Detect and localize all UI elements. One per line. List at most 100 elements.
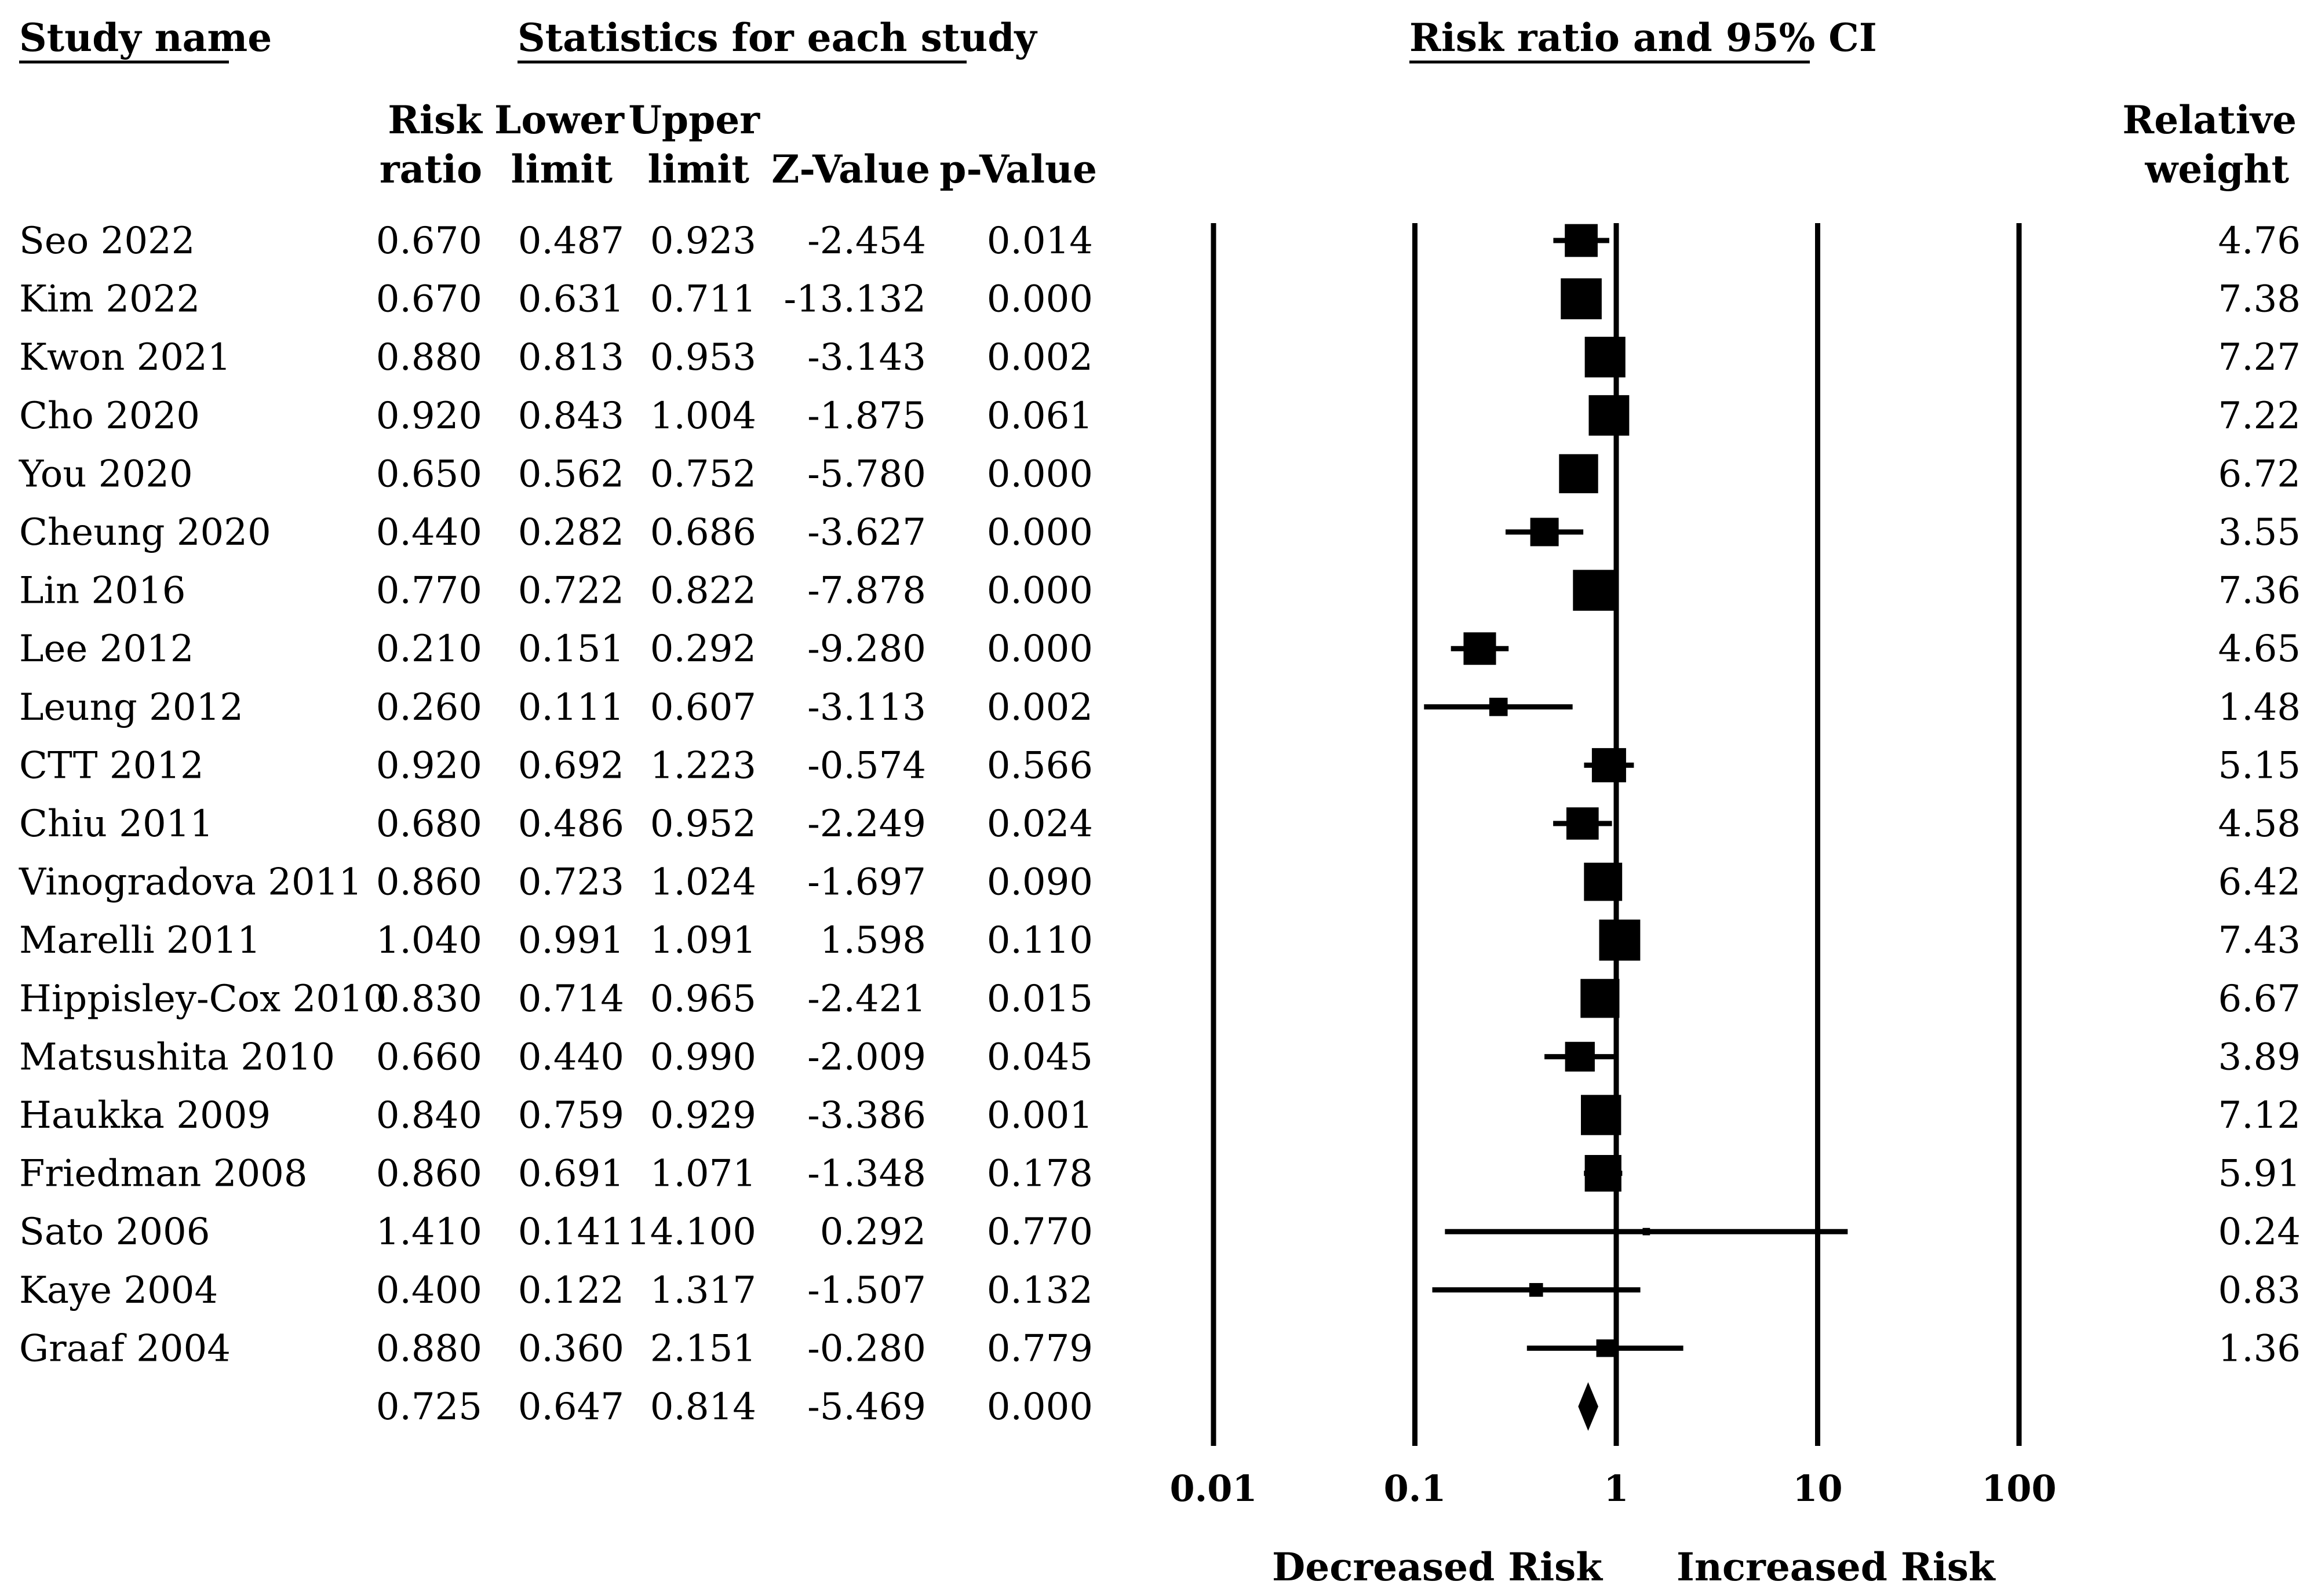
plot-marks [1424, 224, 1848, 1431]
relative-weight-value: 6.72 [2218, 453, 2301, 495]
point-estimate-box [1489, 697, 1508, 716]
z-value: -2.249 [807, 803, 926, 846]
z-value: -7.878 [807, 570, 926, 613]
study-name: Haukka 2009 [19, 1094, 271, 1137]
upper-limit-value: 0.292 [650, 628, 756, 671]
col-header-rr-line2: ratio [380, 147, 482, 192]
lower-limit-value: 0.691 [518, 1153, 624, 1196]
p-value: 0.000 [987, 453, 1093, 495]
p-value: 0.001 [987, 1094, 1093, 1137]
relative-weight-value: 7.36 [2218, 570, 2301, 613]
risk-ratio-value: 0.670 [376, 220, 482, 263]
z-value: -9.280 [807, 628, 926, 671]
study-name: Hippisley-Cox 2010 [19, 978, 387, 1021]
point-estimate-box [1559, 454, 1598, 494]
point-estimate-box [1565, 1041, 1595, 1072]
point-estimate-box [1599, 919, 1641, 961]
study-name: Kwon 2021 [19, 336, 231, 379]
p-value: 0.090 [987, 861, 1093, 904]
z-value: -2.421 [807, 978, 926, 1021]
p-value: 0.566 [987, 744, 1093, 787]
z-value: -3.386 [807, 1094, 926, 1137]
z-value: -1.348 [807, 1153, 926, 1196]
study-name: Chiu 2011 [19, 803, 213, 846]
relative-weight-value: 5.15 [2218, 744, 2301, 787]
risk-ratio-value: 0.920 [376, 744, 482, 787]
lower-limit-value: 0.562 [518, 453, 624, 495]
point-estimate-box [1561, 278, 1602, 319]
col-header-p: p-Value [939, 147, 1097, 192]
p-value: 0.061 [987, 395, 1093, 438]
upper-limit-value: 0.607 [650, 686, 756, 729]
study-name: CTT 2012 [19, 744, 204, 787]
relative-weight-value: 7.27 [2218, 336, 2301, 379]
relative-weight-value: 7.43 [2218, 919, 2301, 962]
summary-diamond [1578, 1382, 1598, 1431]
p-value: 0.015 [987, 978, 1093, 1021]
lower-limit-value: 0.759 [518, 1094, 624, 1137]
study-name: Kaye 2004 [19, 1269, 218, 1312]
study-name: Seo 2022 [19, 220, 195, 263]
z-value: -0.280 [807, 1327, 926, 1370]
relative-weight-value: 7.12 [2218, 1094, 2301, 1137]
study-name: Graaf 2004 [19, 1327, 231, 1370]
relative-weight-value: 3.89 [2218, 1036, 2301, 1078]
risk-ratio-value: 0.840 [376, 1094, 482, 1137]
point-estimate-box [1463, 632, 1496, 665]
lower-limit-value: 0.151 [518, 628, 624, 671]
summary-upper-limit: 0.814 [650, 1386, 756, 1429]
lower-limit-value: 0.692 [518, 744, 624, 787]
risk-ratio-value: 0.920 [376, 395, 482, 438]
tick-label-0.1: 0.1 [1384, 1467, 1446, 1510]
z-value: -1.507 [807, 1269, 926, 1312]
p-value: 0.002 [987, 336, 1093, 379]
study-name: Marelli 2011 [19, 919, 261, 962]
point-estimate-box [1584, 862, 1623, 901]
risk-ratio-value: 0.860 [376, 1153, 482, 1196]
p-value: 0.000 [987, 628, 1093, 671]
p-value: 0.000 [987, 570, 1093, 613]
upper-limit-value: 0.929 [650, 1094, 756, 1137]
lower-limit-value: 0.723 [518, 861, 624, 904]
study-name: Cheung 2020 [19, 511, 271, 554]
xlabel-decreased-risk: Decreased Risk [1272, 1544, 1603, 1590]
lower-limit-value: 0.440 [518, 1036, 624, 1078]
risk-ratio-value: 0.260 [376, 686, 482, 729]
relative-weight-value: 0.24 [2218, 1211, 2301, 1254]
point-estimate-box [1642, 1227, 1650, 1236]
study-name: Sato 2006 [19, 1211, 210, 1254]
p-value: 0.779 [987, 1327, 1093, 1370]
col-header-rr-line1: Risk [388, 97, 483, 143]
lower-limit-value: 0.843 [518, 395, 624, 438]
summary-p-value: 0.000 [987, 1386, 1093, 1429]
upper-limit-value: 0.965 [650, 978, 756, 1021]
p-value: 0.000 [987, 511, 1093, 554]
upper-limit-value: 0.686 [650, 511, 756, 554]
z-value: -1.875 [807, 395, 926, 438]
z-value: -3.113 [807, 686, 926, 729]
z-value: -3.627 [807, 511, 926, 554]
relative-weight-value: 7.22 [2218, 395, 2301, 438]
upper-limit-value: 1.091 [650, 919, 756, 962]
risk-ratio-value: 0.210 [376, 628, 482, 671]
risk-ratio-value: 0.650 [376, 453, 482, 495]
risk-ratio-value: 0.660 [376, 1036, 482, 1078]
risk-ratio-value: 0.880 [376, 1327, 482, 1370]
z-value: -0.574 [807, 744, 926, 787]
col-header-weight-line2: weight [2145, 147, 2290, 192]
upper-limit-value: 0.923 [650, 220, 756, 263]
study-name: Cho 2020 [19, 395, 200, 438]
upper-limit-value: 2.151 [650, 1327, 756, 1370]
risk-ratio-value: 0.440 [376, 511, 482, 554]
lower-limit-value: 0.360 [518, 1327, 624, 1370]
z-value: -5.780 [807, 453, 926, 495]
z-value: 1.598 [820, 919, 926, 962]
lower-limit-value: 0.486 [518, 803, 624, 846]
relative-weight-value: 5.91 [2218, 1153, 2301, 1196]
z-value: 0.292 [820, 1211, 926, 1254]
upper-limit-value: 0.990 [650, 1036, 756, 1078]
study-name: Lin 2016 [19, 570, 185, 613]
p-value: 0.000 [987, 278, 1093, 321]
relative-weight-value: 1.36 [2218, 1327, 2301, 1370]
upper-limit-value: 14.100 [626, 1211, 756, 1254]
